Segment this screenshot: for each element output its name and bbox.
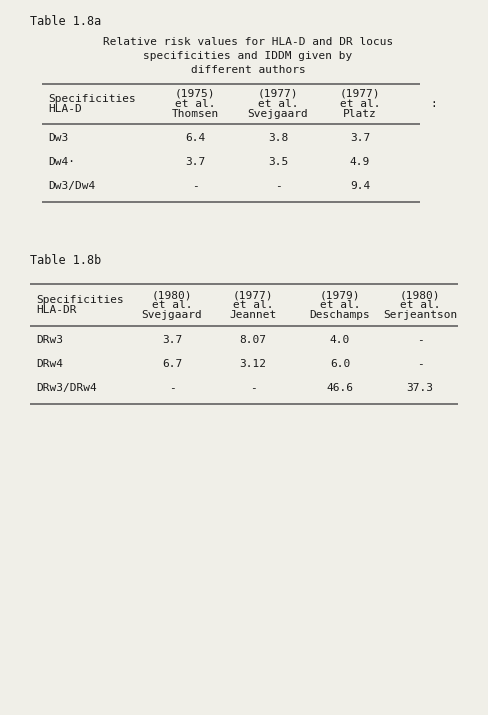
Text: -: - <box>275 182 282 192</box>
Text: Platz: Platz <box>343 109 377 119</box>
Text: -: - <box>169 383 175 393</box>
Text: et al.: et al. <box>340 99 380 109</box>
Text: Specificities: Specificities <box>36 295 124 305</box>
Text: HLA-D: HLA-D <box>48 104 82 114</box>
Text: et al.: et al. <box>258 99 298 109</box>
Text: 8.07: 8.07 <box>240 335 266 345</box>
Text: 3.7: 3.7 <box>185 157 205 167</box>
Text: 37.3: 37.3 <box>407 383 433 393</box>
Text: 3.7: 3.7 <box>162 335 182 345</box>
Text: Dw4·: Dw4· <box>48 157 75 167</box>
Text: :: : <box>430 99 437 109</box>
Text: 6.7: 6.7 <box>162 360 182 370</box>
Text: Dw3: Dw3 <box>48 134 68 144</box>
Text: Serjeantson: Serjeantson <box>383 310 457 320</box>
Text: HLA-DR: HLA-DR <box>36 305 77 315</box>
Text: Table 1.8a: Table 1.8a <box>30 15 101 28</box>
Text: 6.4: 6.4 <box>185 134 205 144</box>
Text: (1979): (1979) <box>320 290 360 300</box>
Text: 3.8: 3.8 <box>268 134 288 144</box>
Text: 3.7: 3.7 <box>350 134 370 144</box>
Text: -: - <box>417 360 424 370</box>
Text: 4.0: 4.0 <box>330 335 350 345</box>
Text: -: - <box>417 335 424 345</box>
Text: (1975): (1975) <box>175 89 215 99</box>
Text: Thomsen: Thomsen <box>171 109 219 119</box>
Text: 3.5: 3.5 <box>268 157 288 167</box>
Text: -: - <box>250 383 256 393</box>
Text: Svejgaard: Svejgaard <box>247 109 308 119</box>
Text: Svejgaard: Svejgaard <box>142 310 203 320</box>
Text: 4.9: 4.9 <box>350 157 370 167</box>
Text: Dw3/Dw4: Dw3/Dw4 <box>48 182 95 192</box>
Text: et al.: et al. <box>320 300 360 310</box>
Text: (1980): (1980) <box>400 290 440 300</box>
Text: Relative risk values for HLA-D and DR locus: Relative risk values for HLA-D and DR lo… <box>103 37 393 47</box>
Text: Jeannet: Jeannet <box>229 310 277 320</box>
Text: (1977): (1977) <box>340 89 380 99</box>
Text: Table 1.8b: Table 1.8b <box>30 254 101 267</box>
Text: specificities and IDDM given by: specificities and IDDM given by <box>143 51 353 61</box>
Text: DRw3: DRw3 <box>36 335 63 345</box>
Text: DRw3/DRw4: DRw3/DRw4 <box>36 383 97 393</box>
Text: Deschamps: Deschamps <box>309 310 370 320</box>
Text: Specificities: Specificities <box>48 94 136 104</box>
Text: (1980): (1980) <box>152 290 192 300</box>
Text: et al.: et al. <box>175 99 215 109</box>
Text: different authors: different authors <box>191 65 305 75</box>
Text: DRw4: DRw4 <box>36 360 63 370</box>
Text: 6.0: 6.0 <box>330 360 350 370</box>
Text: et al.: et al. <box>400 300 440 310</box>
Text: (1977): (1977) <box>233 290 273 300</box>
Text: et al.: et al. <box>233 300 273 310</box>
Text: 9.4: 9.4 <box>350 182 370 192</box>
Text: -: - <box>192 182 199 192</box>
Text: 46.6: 46.6 <box>326 383 353 393</box>
Text: et al.: et al. <box>152 300 192 310</box>
Text: (1977): (1977) <box>258 89 298 99</box>
Text: 3.12: 3.12 <box>240 360 266 370</box>
